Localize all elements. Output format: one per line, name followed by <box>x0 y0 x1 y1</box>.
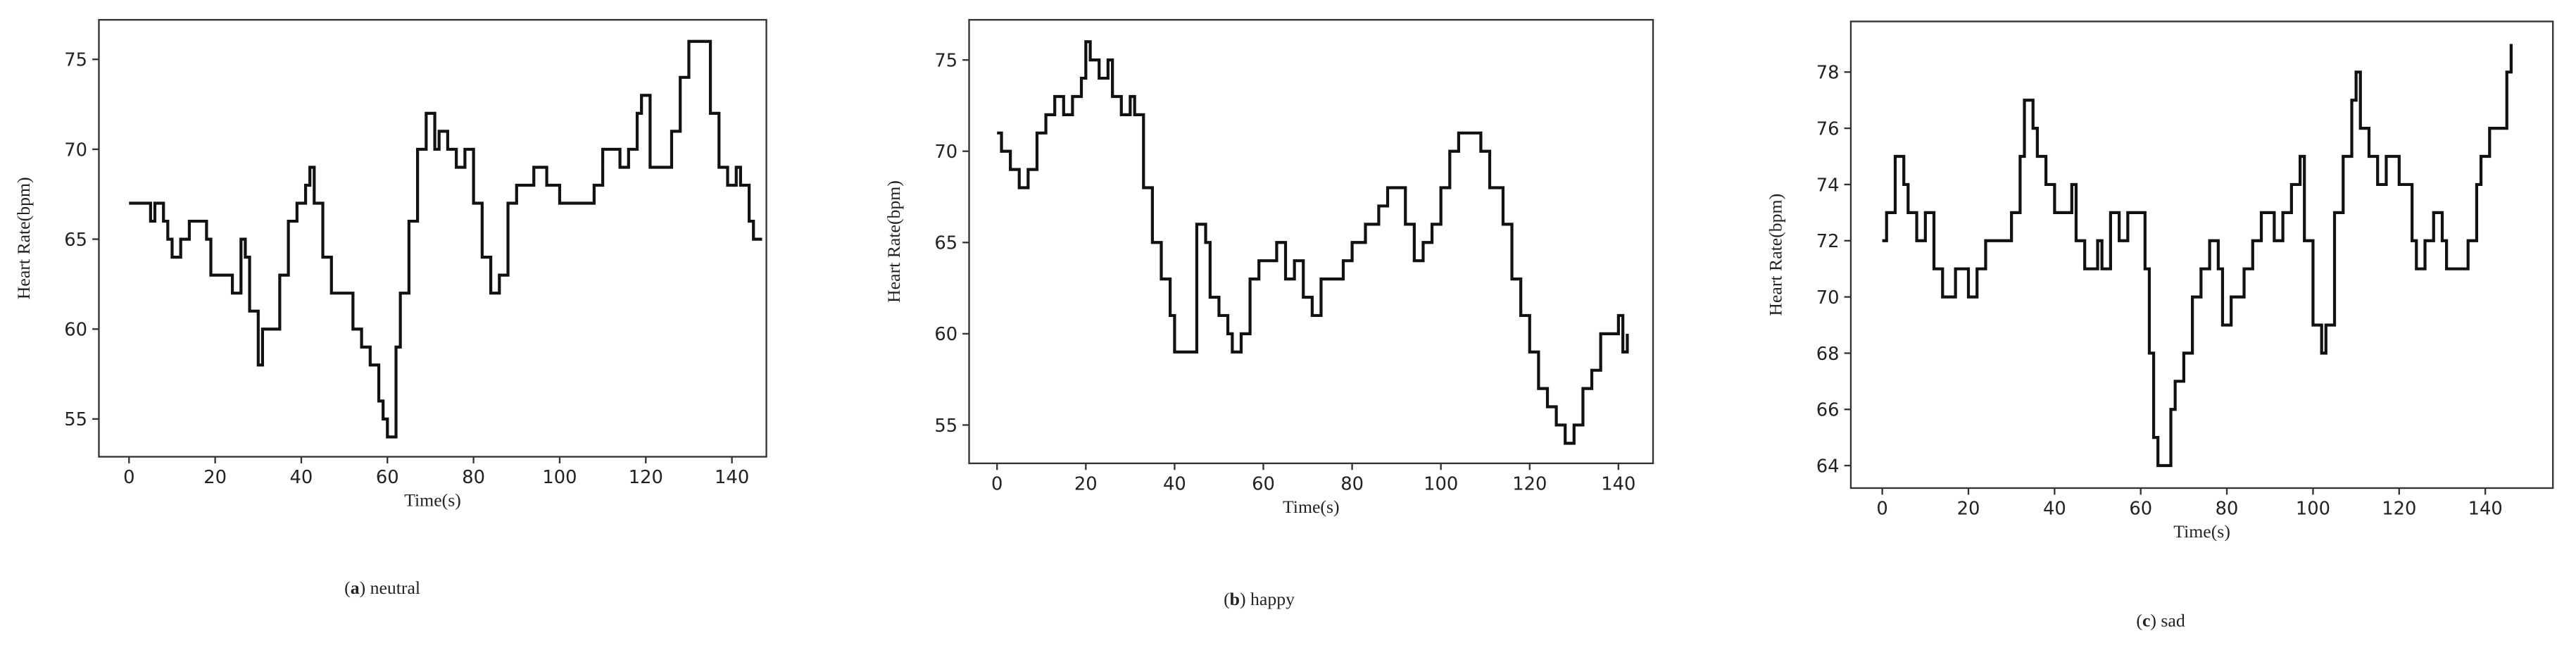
caption-part: b <box>1230 589 1240 609</box>
x-tick-label: 0 <box>1876 498 1887 519</box>
y-tick-label: 60 <box>64 320 87 341</box>
x-tick-label: 60 <box>376 467 399 488</box>
y-tick-label: 70 <box>934 142 957 163</box>
x-tick-label: 140 <box>2468 498 2503 519</box>
caption-part: ( <box>1224 589 1230 609</box>
x-axis-label: Time(s) <box>1283 497 1340 517</box>
x-tick-label: 20 <box>1074 473 1098 494</box>
x-tick-label: 100 <box>1424 473 1458 494</box>
y-tick-label: 68 <box>1816 344 1840 365</box>
x-tick-label: 140 <box>1601 473 1635 494</box>
caption-part: c <box>2142 611 2150 631</box>
y-tick-label: 75 <box>934 50 957 71</box>
x-tick-label: 0 <box>123 467 134 488</box>
x-tick-label: 20 <box>203 467 227 488</box>
x-tick-label: 40 <box>290 467 313 488</box>
caption: (c) sad <box>2136 611 2185 631</box>
y-tick-label: 72 <box>1816 231 1840 252</box>
x-axis-label: Time(s) <box>404 490 461 511</box>
x-tick-label: 60 <box>2129 498 2152 519</box>
heart-rate-line <box>1882 44 2513 468</box>
x-tick-label: 120 <box>2382 498 2416 519</box>
x-tick-label: 140 <box>715 467 749 488</box>
x-tick-label: 80 <box>1340 473 1364 494</box>
y-axis-label: Heart Rate(bpm) <box>884 180 904 303</box>
x-tick-label: 0 <box>991 473 1003 494</box>
y-tick-label: 64 <box>1816 456 1840 477</box>
x-tick-label: 60 <box>1252 473 1275 494</box>
caption: (a) neutral <box>344 578 420 598</box>
caption-part: ) sad <box>2150 611 2185 631</box>
x-tick-label: 40 <box>2043 498 2066 519</box>
y-tick-label: 74 <box>1816 175 1840 196</box>
caption-part: ) neutral <box>360 578 421 598</box>
y-tick-label: 55 <box>934 416 957 437</box>
x-axis-label: Time(s) <box>2173 521 2230 542</box>
y-tick-label: 70 <box>64 139 87 161</box>
x-tick-label: 100 <box>542 467 577 488</box>
caption-part: a <box>351 578 360 598</box>
chart: 0 20 40 60 80 100 120 140 55 60 65 70 75 Time(s) Heart… <box>13 18 767 598</box>
y-tick-label: 65 <box>934 233 957 254</box>
y-axis-label: Heart Rate(bpm) <box>1766 194 1786 316</box>
y-axis-label: Heart Rate(bpm) <box>13 177 34 299</box>
y-tick-label: 66 <box>1816 400 1840 421</box>
caption-part: ( <box>2136 611 2142 631</box>
plot-frame <box>968 18 1654 465</box>
y-tick-label: 76 <box>1816 118 1840 139</box>
y-tick-label: 75 <box>64 50 87 71</box>
x-tick-label: 120 <box>1512 473 1547 494</box>
chart: 0 20 40 60 80 100 120 140 55 60 65 70 75 Time(s) Heart… <box>884 18 1654 609</box>
y-tick-label: 78 <box>1816 63 1840 84</box>
x-tick-label: 20 <box>1957 498 1980 519</box>
x-tick-label: 40 <box>1163 473 1186 494</box>
plot-frame <box>1849 20 2554 490</box>
caption-part: ) happy <box>1240 589 1295 609</box>
plot-frame <box>98 18 767 458</box>
x-tick-label: 80 <box>2216 498 2239 519</box>
y-tick-label: 70 <box>1816 287 1840 308</box>
caption-part: ( <box>344 578 351 598</box>
x-tick-label: 100 <box>2296 498 2330 519</box>
x-tick-label: 80 <box>462 467 485 488</box>
x-tick-label: 120 <box>629 467 663 488</box>
y-tick-label: 65 <box>64 230 87 251</box>
heart-rate-line <box>997 40 1629 445</box>
y-tick-label: 60 <box>934 324 957 345</box>
chart: 0 20 40 60 80 100 120 140 64 66 68 70 72 74 76 78 Time(s… <box>1766 20 2554 631</box>
caption: (b) happy <box>1224 589 1295 609</box>
y-tick-label: 55 <box>64 409 87 430</box>
heart-rate-line <box>129 39 762 439</box>
